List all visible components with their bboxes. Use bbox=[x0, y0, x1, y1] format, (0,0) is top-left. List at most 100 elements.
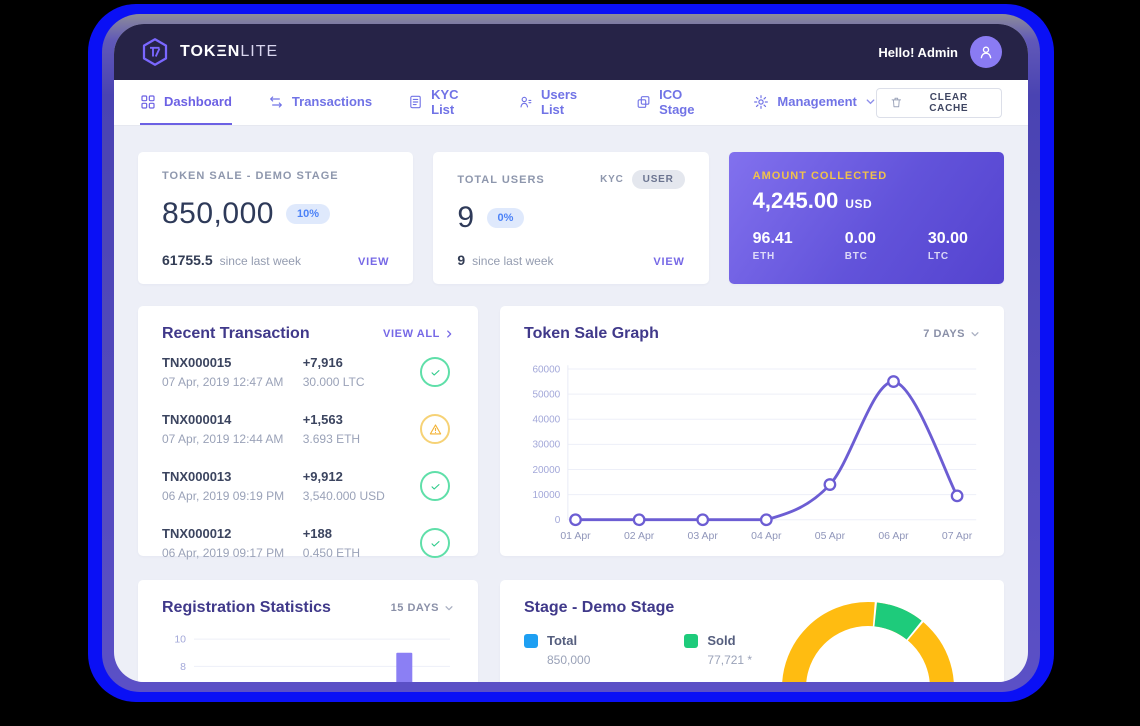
stage-demo-head: Stage - Demo Stage bbox=[524, 599, 980, 617]
legend-label: Total bbox=[547, 633, 578, 648]
device-frame: TOKΞNLITE Hello! Admin Dashboard Transact… bbox=[88, 4, 1054, 702]
total-users-value-row: 9 0% bbox=[457, 201, 684, 235]
range-select-7-days[interactable]: 7 DAYS bbox=[923, 328, 980, 340]
nav-item-dashboard[interactable]: Dashboard bbox=[140, 80, 232, 125]
legend-swatch bbox=[524, 633, 538, 648]
dashboard-content: TOKEN SALE - DEMO STAGE 850,000 10% 6175… bbox=[114, 126, 1028, 682]
warning-icon bbox=[429, 423, 441, 434]
txn-id-col: TNX000014 07 Apr, 2019 12:44 AM bbox=[162, 412, 303, 446]
device-frame-inner: TOKΞNLITE Hello! Admin Dashboard Transact… bbox=[102, 14, 1040, 692]
nav-item-label: Users List bbox=[541, 86, 578, 117]
svg-text:40000: 40000 bbox=[532, 415, 560, 426]
trash-icon bbox=[891, 97, 901, 108]
txn-id: TNX000014 bbox=[162, 412, 232, 427]
kyc-toggle-option[interactable]: KYC bbox=[600, 174, 624, 185]
ico-stage-icon bbox=[637, 95, 650, 108]
total-users-value: 9 bbox=[457, 200, 475, 234]
nav-right: CLEAR CACHE bbox=[875, 80, 1002, 125]
registration-bar-chart: 1086420 bbox=[174, 634, 450, 682]
transaction-row[interactable]: TNX000013 06 Apr, 2019 09:19 PM +9,912 3,54… bbox=[162, 457, 454, 514]
svg-text:60000: 60000 bbox=[532, 364, 560, 375]
tokenlite-logo-icon bbox=[142, 38, 168, 66]
status-success-icon bbox=[420, 471, 450, 501]
chevron-down-icon bbox=[445, 606, 453, 611]
total-users-badge: 0% bbox=[486, 207, 525, 228]
clear-cache-button[interactable]: CLEAR CACHE bbox=[875, 87, 1002, 118]
chevron-right-icon bbox=[447, 330, 452, 338]
check-icon bbox=[431, 369, 439, 376]
range-select-15-days[interactable]: 15 DAYS bbox=[391, 602, 454, 614]
status-success-icon bbox=[420, 357, 450, 387]
txn-date: 06 Apr, 2019 09:17 PM bbox=[162, 546, 285, 560]
registration-statistics-panel: Registration Statistics 15 DAYS 1086420 bbox=[138, 580, 478, 682]
breakdown-value: 0.00 bbox=[844, 230, 876, 247]
svg-text:0: 0 bbox=[555, 515, 561, 526]
amount-collected-value: 4,245.00 bbox=[752, 188, 839, 213]
recent-transactions-panel: Recent Transaction VIEW ALL TNX000015 07 … bbox=[138, 306, 478, 560]
nav-item-label: Dashboard bbox=[164, 94, 232, 109]
view-all-link[interactable]: VIEW ALL bbox=[383, 328, 454, 340]
txn-amount-col: +7,916 30.000 LTC bbox=[303, 355, 420, 389]
svg-text:01 Apr: 01 Apr bbox=[560, 531, 591, 542]
svg-text:05 Apr: 05 Apr bbox=[815, 531, 846, 542]
amount-collected-label: AMOUNT COLLECTED bbox=[752, 170, 888, 182]
txn-amount-col: +9,912 3,540.000 USD bbox=[303, 469, 420, 503]
token-sale-delta: 61755.5 bbox=[162, 252, 213, 268]
amount-collected-value-row: 4,245.00 USD bbox=[753, 188, 980, 214]
txn-detail: 0.450 ETH bbox=[302, 546, 361, 560]
transactions-icon bbox=[269, 95, 282, 108]
middle-row: Recent Transaction VIEW ALL TNX000015 07 … bbox=[138, 306, 1004, 560]
total-users-view-link[interactable]: VIEW bbox=[653, 256, 685, 268]
token-sale-graph-title: Token Sale Graph bbox=[524, 325, 659, 342]
txn-date: 07 Apr, 2019 12:47 AM bbox=[162, 375, 284, 389]
status-success-icon bbox=[420, 528, 450, 558]
recent-transactions-title: Recent Transaction bbox=[162, 325, 310, 342]
svg-text:20000: 20000 bbox=[532, 465, 560, 476]
txn-amount: +7,916 bbox=[302, 355, 343, 370]
check-icon bbox=[431, 483, 439, 490]
app-header: TOKΞNLITE Hello! Admin bbox=[114, 24, 1028, 80]
status-pending-icon bbox=[420, 414, 450, 444]
svg-text:10: 10 bbox=[174, 634, 186, 646]
txn-date: 06 Apr, 2019 09:19 PM bbox=[162, 489, 285, 503]
transaction-row[interactable]: TNX000015 07 Apr, 2019 12:47 AM +7,916 30.0… bbox=[162, 343, 454, 400]
amount-collected-currency: USD bbox=[845, 197, 873, 211]
txn-amount: +188 bbox=[302, 526, 333, 541]
nav-item-management[interactable]: Management bbox=[753, 80, 875, 125]
svg-text:04 Apr: 04 Apr bbox=[751, 531, 782, 542]
breakdown-value: 96.41 bbox=[752, 230, 793, 247]
svg-text:06 Apr: 06 Apr bbox=[878, 531, 909, 542]
txn-detail: 30.000 LTC bbox=[302, 375, 365, 389]
legend-label: Sold bbox=[707, 633, 736, 648]
nav-item-kyc-list[interactable]: KYC List bbox=[408, 80, 482, 125]
transaction-row[interactable]: TNX000012 06 Apr, 2019 09:17 PM +188 0.450 … bbox=[162, 514, 454, 571]
txn-amount-col: +1,563 3.693 ETH bbox=[303, 412, 420, 446]
user-avatar[interactable] bbox=[970, 36, 1002, 68]
nav-item-label: KYC List bbox=[431, 86, 459, 117]
transaction-row[interactable]: TNX000014 07 Apr, 2019 12:44 AM +1,563 3.69… bbox=[162, 400, 454, 457]
person-icon bbox=[980, 46, 992, 59]
svg-text:30000: 30000 bbox=[532, 440, 560, 451]
view-all-label: VIEW ALL bbox=[383, 328, 440, 340]
stage-legend: Total 850,000 Sold 77,721 * bbox=[524, 633, 980, 667]
kyc-list-icon bbox=[410, 95, 421, 108]
bottom-row: Registration Statistics 15 DAYS 1086420 … bbox=[138, 580, 1004, 682]
svg-text:02 Apr: 02 Apr bbox=[624, 531, 655, 542]
main-nav: Dashboard Transactions KYC List Users List I… bbox=[114, 80, 1028, 126]
nav-item-label: ICO Stage bbox=[659, 86, 695, 117]
nav-item-transactions[interactable]: Transactions bbox=[268, 80, 372, 125]
nav-item-ico-stage[interactable]: ICO Stage bbox=[636, 80, 717, 125]
range-label: 7 DAYS bbox=[923, 328, 965, 340]
nav-item-users-list[interactable]: Users List bbox=[518, 80, 600, 125]
token-sale-graph-panel: Token Sale Graph 7 DAYS 0 10000 20000 30000… bbox=[500, 306, 1004, 556]
txn-id: TNX000013 bbox=[162, 469, 232, 484]
txn-amount-col: +188 0.450 ETH bbox=[303, 526, 420, 560]
chevron-down-icon bbox=[866, 99, 875, 105]
nav-item-label: Management bbox=[777, 94, 857, 109]
total-users-caption: since last week bbox=[472, 254, 554, 268]
stage-demo-panel: Stage - Demo Stage Total 850,000 Sold 77,72… bbox=[500, 580, 1004, 682]
txn-id-col: TNX000015 07 Apr, 2019 12:47 AM bbox=[162, 355, 303, 389]
user-toggle-option[interactable]: USER bbox=[631, 170, 685, 189]
greeting-text: Hello! Admin bbox=[878, 44, 958, 60]
token-sale-view-link[interactable]: VIEW bbox=[358, 256, 390, 268]
